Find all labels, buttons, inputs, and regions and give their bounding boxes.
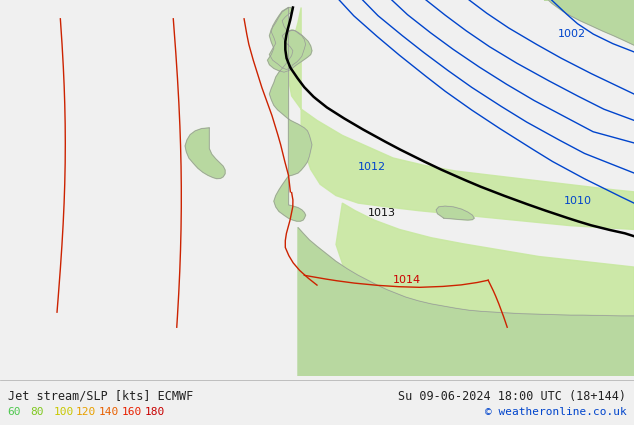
Text: 60: 60 bbox=[8, 407, 21, 417]
Text: 160: 160 bbox=[122, 407, 142, 417]
Polygon shape bbox=[544, 0, 634, 45]
Polygon shape bbox=[269, 8, 306, 70]
Text: 100: 100 bbox=[53, 407, 74, 417]
Text: 1010: 1010 bbox=[564, 196, 592, 206]
Polygon shape bbox=[288, 8, 634, 230]
Text: 1013: 1013 bbox=[368, 207, 396, 218]
Polygon shape bbox=[274, 176, 306, 221]
Text: Su 09-06-2024 18:00 UTC (18+144): Su 09-06-2024 18:00 UTC (18+144) bbox=[398, 390, 626, 402]
Polygon shape bbox=[268, 8, 312, 176]
Text: 120: 120 bbox=[76, 407, 96, 417]
Text: 1014: 1014 bbox=[393, 275, 421, 285]
Polygon shape bbox=[436, 206, 474, 220]
Polygon shape bbox=[185, 128, 225, 178]
Text: 140: 140 bbox=[99, 407, 119, 417]
Text: 1012: 1012 bbox=[358, 162, 386, 173]
Text: 80: 80 bbox=[30, 407, 44, 417]
Text: Jet stream/SLP [kts] ECMWF: Jet stream/SLP [kts] ECMWF bbox=[8, 390, 193, 402]
Polygon shape bbox=[336, 203, 634, 338]
Text: © weatheronline.co.uk: © weatheronline.co.uk bbox=[484, 407, 626, 417]
Polygon shape bbox=[298, 227, 634, 376]
Text: 180: 180 bbox=[145, 407, 165, 417]
Text: 1002: 1002 bbox=[558, 29, 586, 39]
